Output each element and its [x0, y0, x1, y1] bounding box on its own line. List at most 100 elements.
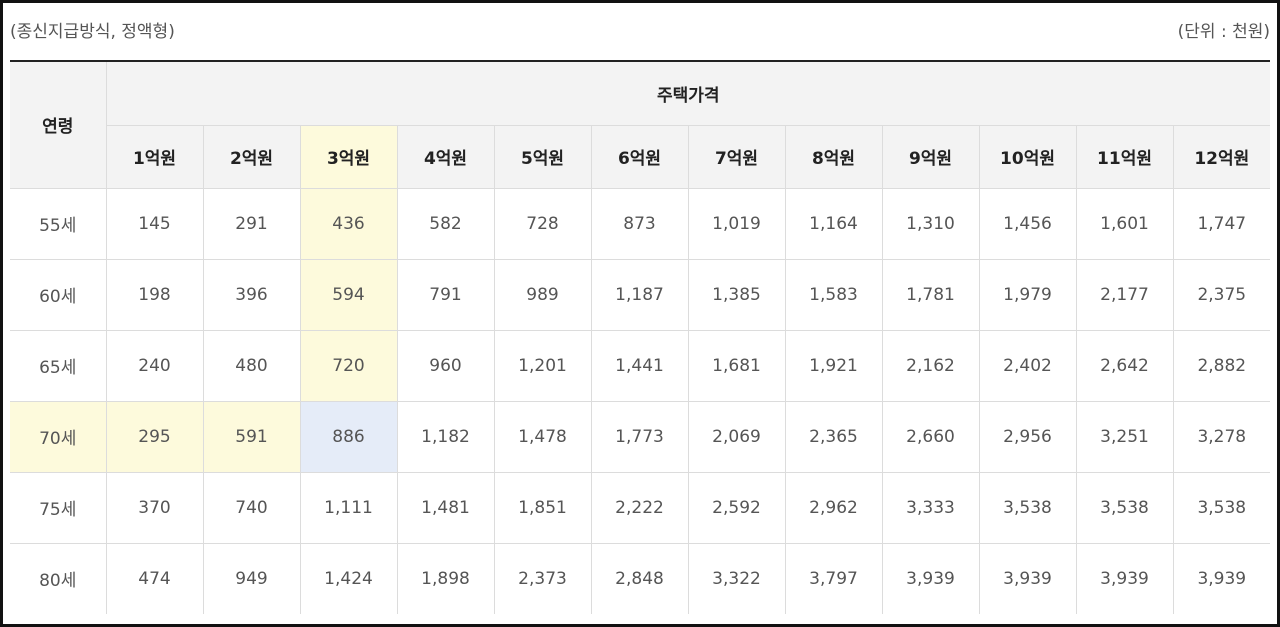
value-cell: 2,069	[688, 401, 786, 473]
value-cell: 594	[300, 259, 398, 331]
value-cell: 886	[300, 401, 398, 473]
price-column-header: 12억원	[1173, 125, 1271, 189]
value-cell: 198	[106, 259, 204, 331]
value-cell: 3,538	[1076, 472, 1174, 544]
value-cell: 740	[203, 472, 301, 544]
price-column-header: 5억원	[494, 125, 592, 189]
value-cell: 1,385	[688, 259, 786, 331]
value-cell: 396	[203, 259, 301, 331]
value-cell: 480	[203, 330, 301, 402]
value-cell: 720	[300, 330, 398, 402]
age-cell: 70세	[10, 401, 107, 473]
price-column-header: 4억원	[397, 125, 495, 189]
table-row: 80세 474 949 1,424 1,898 2,373 2,848 3,322 3,797 3…	[10, 543, 1270, 614]
price-column-header: 9억원	[882, 125, 980, 189]
value-cell: 3,538	[979, 472, 1077, 544]
value-cell: 3,538	[1173, 472, 1271, 544]
value-cell: 3,322	[688, 543, 786, 614]
price-column-header: 1억원	[106, 125, 204, 189]
age-cell: 75세	[10, 472, 107, 544]
value-cell: 2,848	[591, 543, 689, 614]
table-row: 55세 145 291 436 582 728 873 1,019 1,164 1,310 1,45…	[10, 188, 1271, 260]
value-cell: 1,481	[397, 472, 495, 544]
price-column-header: 8억원	[785, 125, 883, 189]
value-cell: 2,402	[979, 330, 1077, 402]
value-cell: 989	[494, 259, 592, 331]
value-cell: 2,373	[494, 543, 592, 614]
unit-caption: (단위 : 천원)	[1177, 21, 1270, 42]
value-cell: 1,979	[979, 259, 1077, 331]
value-cell: 873	[591, 188, 689, 260]
value-cell: 2,592	[688, 472, 786, 544]
value-cell: 1,773	[591, 401, 689, 473]
value-cell: 2,365	[785, 401, 883, 473]
value-cell: 1,747	[1173, 188, 1271, 260]
value-cell: 1,583	[785, 259, 883, 331]
price-column-header: 10억원	[979, 125, 1077, 189]
price-column-header: 11억원	[1076, 125, 1174, 189]
value-cell: 1,478	[494, 401, 592, 473]
value-cell: 1,601	[1076, 188, 1174, 260]
value-cell: 1,898	[397, 543, 495, 614]
value-cell: 1,187	[591, 259, 689, 331]
table-row: 75세 370 740 1,111 1,481 1,851 2,222 2,592 2,962 3…	[10, 472, 1271, 544]
value-cell: 2,375	[1173, 259, 1271, 331]
value-cell: 1,921	[785, 330, 883, 402]
value-cell: 145	[106, 188, 204, 260]
value-cell: 1,781	[882, 259, 980, 331]
value-cell: 1,424	[300, 543, 398, 614]
value-cell: 1,681	[688, 330, 786, 402]
value-cell: 2,956	[979, 401, 1077, 473]
value-cell: 436	[300, 188, 398, 260]
table-caption-row: (종신지급방식, 정액형) (단위 : 천원)	[10, 14, 1270, 44]
table-header: 연령 주택가격 1억원 2억원 3억원 4억원 5억원 6억원 7억원 8억원 9억원 10억원 1…	[10, 61, 1271, 189]
value-cell: 474	[106, 543, 204, 614]
value-cell: 2,962	[785, 472, 883, 544]
value-cell: 295	[106, 401, 204, 473]
value-cell: 240	[106, 330, 204, 402]
age-cell: 65세	[10, 330, 107, 402]
value-cell: 3,939	[1197, 568, 1247, 589]
value-cell: 591	[203, 401, 301, 473]
value-cell: 1,851	[494, 472, 592, 544]
value-cell: 3,939	[979, 543, 1077, 614]
value-cell: 2,660	[882, 401, 980, 473]
value-cell: 3,939	[1076, 543, 1174, 614]
value-cell: 1,456	[979, 188, 1077, 260]
price-column-header: 7억원	[688, 125, 786, 189]
age-cell: 80세	[10, 543, 107, 614]
pension-amount-table: 연령 주택가격 1억원 2억원 3억원 4억원 5억원 6억원 7억원 8억원 9억원 10억원 1…	[10, 60, 1271, 614]
table-row: 70세 295 591 886 1,182 1,478 1,773 2,069 2,365 2,6…	[10, 401, 1271, 473]
value-cell: 2,222	[591, 472, 689, 544]
value-cell: 1,111	[300, 472, 398, 544]
table-row: 65세 240 480 720 960 1,201 1,441 1,681 1,921 2,162…	[10, 330, 1271, 402]
value-cell: 1,182	[397, 401, 495, 473]
value-cell: 728	[494, 188, 592, 260]
value-cell: 1,164	[785, 188, 883, 260]
price-column-header: 2억원	[203, 125, 301, 189]
payment-method-caption: (종신지급방식, 정액형)	[10, 21, 175, 42]
value-cell: 582	[397, 188, 495, 260]
value-cell: 3,333	[882, 472, 980, 544]
value-cell: 960	[397, 330, 495, 402]
value-cell: 1,019	[688, 188, 786, 260]
value-cell: 3,251	[1076, 401, 1174, 473]
value-cell: 1,201	[494, 330, 592, 402]
value-cell: 3,278	[1173, 401, 1271, 473]
table-body: 55세 145 291 436 582 728 873 1,019 1,164 1,310 1,45…	[10, 188, 1271, 614]
value-cell: 791	[397, 259, 495, 331]
value-cell: 2,177	[1076, 259, 1174, 331]
age-cell: 60세	[10, 259, 107, 331]
value-cell: 1,441	[591, 330, 689, 402]
value-cell: 2,642	[1076, 330, 1174, 402]
value-cell: 2,882	[1173, 330, 1271, 402]
value-cell: 949	[203, 543, 301, 614]
table-row: 60세 198 396 594 791 989 1,187 1,385 1,583 1,781 1,…	[10, 259, 1271, 331]
price-column-header: 3억원	[300, 125, 398, 189]
price-column-header: 6억원	[591, 125, 689, 189]
age-header: 연령	[10, 61, 107, 189]
house-price-header: 주택가격	[106, 61, 1271, 126]
value-cell: 291	[203, 188, 301, 260]
value-cell: 3,797	[785, 543, 883, 614]
value-cell: 1,310	[882, 188, 980, 260]
